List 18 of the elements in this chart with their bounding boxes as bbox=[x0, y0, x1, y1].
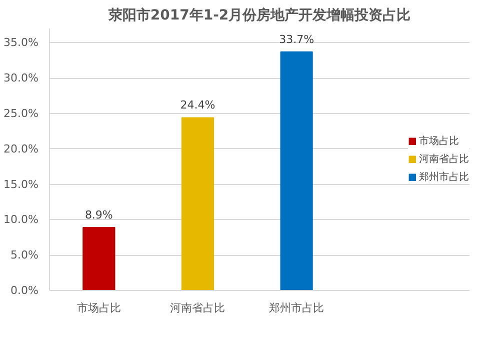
x-tick-label: 河南省占比 bbox=[170, 302, 226, 314]
data-label: 33.7% bbox=[279, 32, 314, 46]
y-tick-label: 30.0% bbox=[4, 72, 39, 85]
x-tick-label: 郑州市占比 bbox=[269, 302, 324, 314]
y-tick-label: 35.0% bbox=[4, 36, 39, 50]
y-tick-label: 20.0% bbox=[4, 142, 39, 156]
y-tick-label: 15.0% bbox=[4, 178, 39, 191]
legend-label: 市场占比 bbox=[419, 134, 459, 148]
chart-title: 荥阳市2017年1-2月份房地产开发增幅投资占比 bbox=[107, 6, 411, 24]
data-label: 8.9% bbox=[84, 208, 113, 222]
legend-label: 河南省占比 bbox=[419, 152, 469, 166]
y-tick-label: 10.0% bbox=[4, 213, 39, 226]
y-tick-label: 5.0% bbox=[10, 248, 39, 262]
x-tick-label: 市场占比 bbox=[76, 302, 121, 314]
y-tick-label: 25.0% bbox=[4, 106, 39, 120]
data-label: 24.4% bbox=[180, 98, 216, 112]
legend-label: 郑州市占比 bbox=[419, 170, 469, 184]
y-tick-label: 0.0% bbox=[10, 284, 39, 297]
